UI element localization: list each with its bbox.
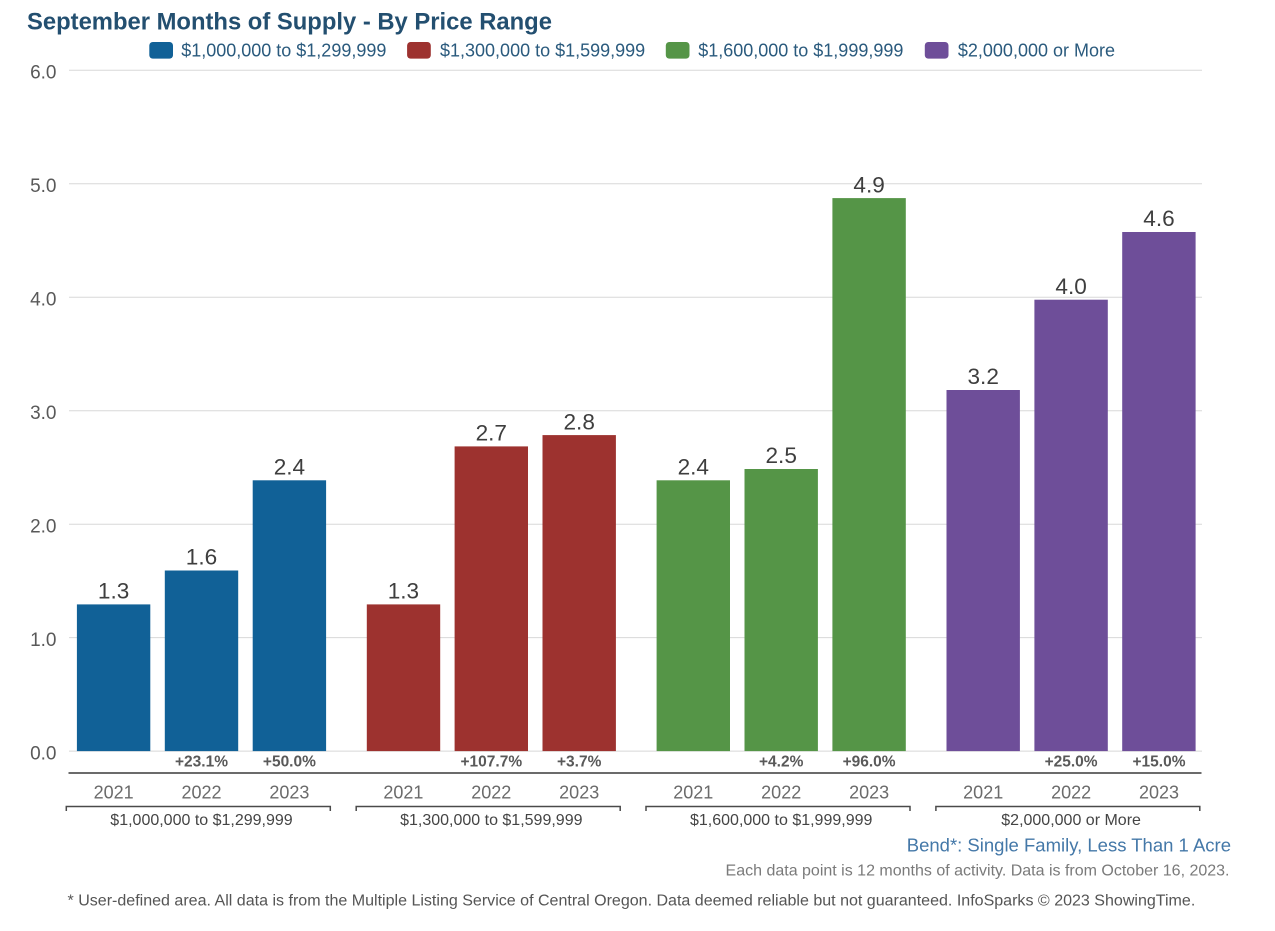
svg-text:$1,000,000 to $1,299,999: $1,000,000 to $1,299,999 <box>181 41 386 61</box>
svg-text:2.7: 2.7 <box>476 421 507 446</box>
svg-text:September Months of Supply - B: September Months of Supply - By Price Ra… <box>27 9 552 36</box>
svg-text:2023: 2023 <box>849 783 889 803</box>
svg-text:$1,300,000 to $1,599,999: $1,300,000 to $1,599,999 <box>440 41 645 61</box>
svg-text:2.5: 2.5 <box>765 443 796 468</box>
svg-text:2022: 2022 <box>471 783 511 803</box>
svg-text:2.4: 2.4 <box>274 455 305 480</box>
svg-text:$1,300,000 to $1,599,999: $1,300,000 to $1,599,999 <box>400 812 582 829</box>
svg-text:2022: 2022 <box>181 783 221 803</box>
svg-text:2021: 2021 <box>94 783 134 803</box>
svg-text:1.6: 1.6 <box>186 545 217 570</box>
svg-text:+107.7%: +107.7% <box>460 754 522 771</box>
svg-text:+4.2%: +4.2% <box>759 754 804 771</box>
svg-text:4.9: 4.9 <box>853 172 884 197</box>
svg-text:2023: 2023 <box>1139 783 1179 803</box>
svg-text:4.0: 4.0 <box>1055 274 1086 299</box>
svg-text:2022: 2022 <box>761 783 801 803</box>
svg-text:4.6: 4.6 <box>1143 206 1174 231</box>
svg-text:1.0: 1.0 <box>30 630 56 651</box>
svg-text:0.0: 0.0 <box>30 743 56 764</box>
svg-text:+23.1%: +23.1% <box>175 754 228 771</box>
svg-text:$2,000,000 or More: $2,000,000 or More <box>958 41 1115 61</box>
svg-text:$2,000,000 or More: $2,000,000 or More <box>1001 812 1141 829</box>
svg-text:6.0: 6.0 <box>30 63 56 84</box>
svg-text:2021: 2021 <box>383 783 423 803</box>
svg-text:3.2: 3.2 <box>967 364 998 389</box>
svg-text:5.0: 5.0 <box>30 176 56 197</box>
svg-text:$1,000,000 to $1,299,999: $1,000,000 to $1,299,999 <box>110 812 292 829</box>
svg-text:+96.0%: +96.0% <box>843 754 896 771</box>
svg-text:Bend*: Single Family, Less Tha: Bend*: Single Family, Less Than 1 Acre <box>907 835 1231 856</box>
svg-text:2023: 2023 <box>269 783 309 803</box>
svg-text:+3.7%: +3.7% <box>557 754 602 771</box>
svg-text:$1,600,000 to $1,999,999: $1,600,000 to $1,999,999 <box>690 812 872 829</box>
svg-text:2021: 2021 <box>673 783 713 803</box>
svg-text:+25.0%: +25.0% <box>1045 754 1098 771</box>
svg-text:+50.0%: +50.0% <box>263 754 316 771</box>
svg-text:2022: 2022 <box>1051 783 1091 803</box>
svg-text:1.3: 1.3 <box>388 579 419 604</box>
svg-text:4.0: 4.0 <box>30 289 56 310</box>
svg-text:$1,600,000 to $1,999,999: $1,600,000 to $1,999,999 <box>698 41 903 61</box>
svg-text:3.0: 3.0 <box>30 403 56 424</box>
svg-text:1.3: 1.3 <box>98 579 129 604</box>
svg-text:2.8: 2.8 <box>563 409 594 434</box>
svg-text:2.4: 2.4 <box>678 455 709 480</box>
svg-text:2021: 2021 <box>963 783 1003 803</box>
svg-text:2023: 2023 <box>559 783 599 803</box>
svg-text:Each data point is 12 months o: Each data point is 12 months of activity… <box>726 863 1230 880</box>
svg-text:2.0: 2.0 <box>30 516 56 537</box>
svg-text:* User-defined area. All data: * User-defined area. All data is from th… <box>68 892 1196 910</box>
svg-text:+15.0%: +15.0% <box>1132 754 1185 771</box>
